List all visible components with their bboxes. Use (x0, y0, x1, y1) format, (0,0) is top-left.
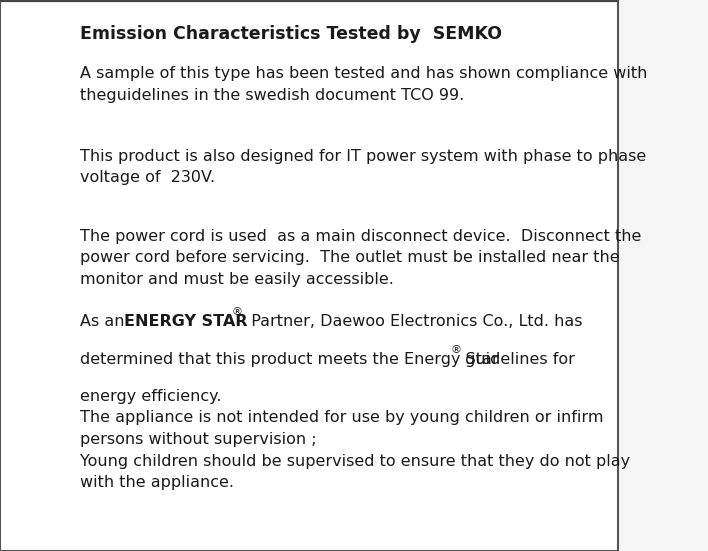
Text: The appliance is not intended for use by young children or infirm
persons withou: The appliance is not intended for use by… (80, 410, 630, 490)
Text: ®: ® (232, 307, 242, 317)
Text: A sample of this type has been tested and has shown compliance with
theguideline: A sample of this type has been tested an… (80, 66, 648, 102)
Text: guidelines for: guidelines for (459, 352, 575, 366)
Text: As an: As an (80, 314, 130, 329)
Text: ®: ® (450, 345, 461, 355)
Text: Partner, Daewoo Electronics Co., Ltd. has: Partner, Daewoo Electronics Co., Ltd. ha… (241, 314, 583, 329)
Text: Emission Characteristics Tested by  SEMKO: Emission Characteristics Tested by SEMKO (80, 25, 503, 43)
Text: This product is also designed for IT power system with phase to phase
voltage of: This product is also designed for IT pow… (80, 149, 646, 185)
Text: determined that this product meets the Energy Star: determined that this product meets the E… (80, 352, 504, 366)
Text: ENERGY STAR: ENERGY STAR (124, 314, 247, 329)
FancyBboxPatch shape (0, 0, 618, 551)
Text: energy efficiency.: energy efficiency. (80, 389, 222, 404)
Text: The power cord is used  as a main disconnect device.  Disconnect the
power cord : The power cord is used as a main disconn… (80, 229, 641, 287)
